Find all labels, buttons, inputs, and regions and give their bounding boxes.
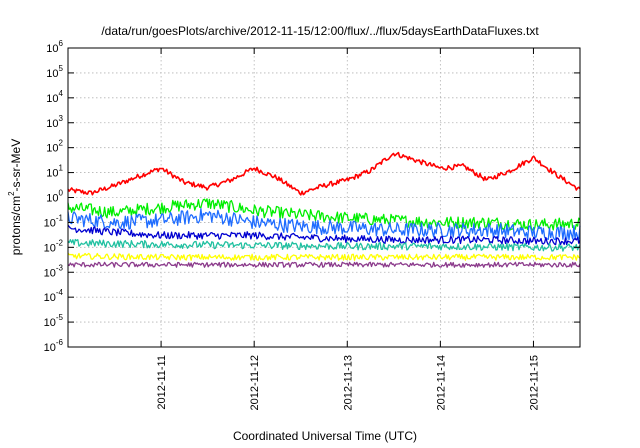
- y-tick-label: 105: [46, 64, 63, 80]
- x-tick-label: 2012-11-15: [528, 355, 540, 410]
- y-tick-label: 101: [46, 164, 63, 180]
- chart-title: /data/run/goesPlots/archive/2012-11-15/1…: [101, 24, 539, 38]
- series-line-1: [67, 198, 581, 232]
- x-tick-label: 2012-11-14: [435, 355, 447, 410]
- x-axis-label: Coordinated Universal Time (UTC): [233, 429, 417, 443]
- x-tick-label: 2012-11-13: [342, 355, 354, 410]
- x-axis: 2012-11-11 2012-11-12 2012-11-13 2012-11-14…: [156, 48, 540, 410]
- y-tick-label: 10-3: [44, 263, 64, 279]
- y-axis: 10-6 10-5 10-4 10-3 10-2 10-1 100 101 102 103 104 1…: [44, 39, 580, 354]
- y-tick-label: 104: [46, 89, 63, 105]
- y-tick-label: 10-6: [44, 338, 64, 354]
- y-tick-label: 103: [46, 114, 63, 130]
- grid-lines: [68, 48, 580, 347]
- series-line-3: [67, 224, 581, 246]
- series-line-5: [67, 252, 581, 261]
- y-tick-label: 100: [46, 189, 63, 205]
- y-tick-label: 102: [46, 139, 63, 155]
- y-axis-label: protons/cm2-s-sr-MeV: [7, 139, 23, 255]
- series-line-2: [67, 207, 581, 241]
- series-line-4: [67, 238, 581, 252]
- y-tick-label: 10-5: [44, 313, 64, 329]
- y-tick-label: 10-2: [44, 238, 64, 254]
- x-tick-label: 2012-11-12: [249, 355, 261, 410]
- y-tick-label: 106: [46, 39, 63, 55]
- y-tick-label: 10-1: [44, 213, 64, 229]
- y-tick-label: 10-4: [44, 288, 64, 304]
- series-layer: [67, 151, 581, 268]
- series-line-0: [67, 151, 581, 196]
- series-line-6: [67, 261, 581, 268]
- x-tick-label: 2012-11-11: [156, 355, 168, 410]
